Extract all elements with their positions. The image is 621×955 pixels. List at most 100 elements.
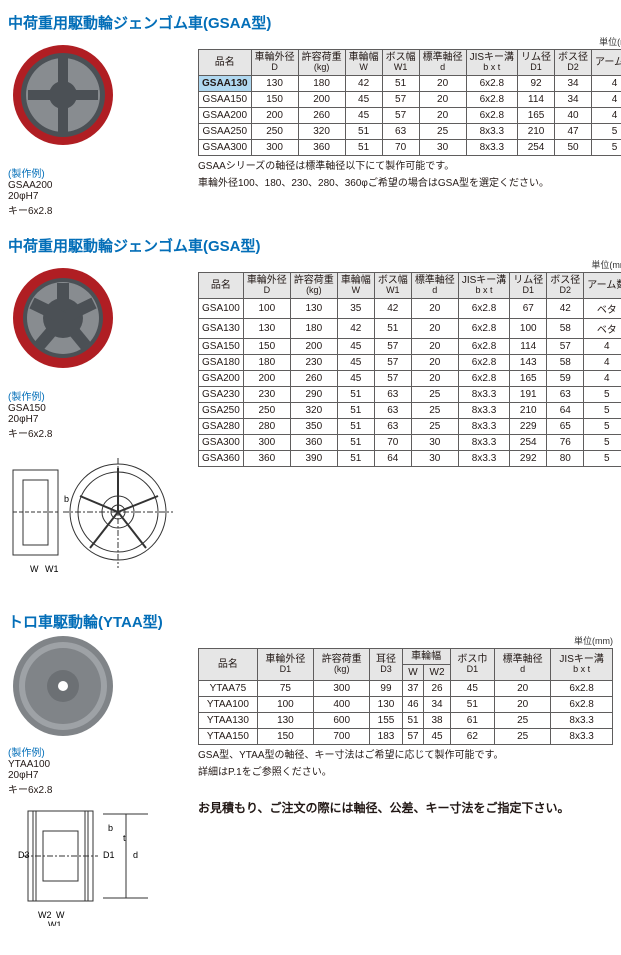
table-cell: 51: [337, 386, 374, 402]
svg-text:b: b: [64, 494, 69, 504]
table-cell: 290: [290, 386, 337, 402]
table-header: 標準軸径d: [411, 273, 458, 299]
table-cell: 58: [547, 354, 584, 370]
table-cell: 350: [290, 418, 337, 434]
table-cell: 320: [298, 123, 345, 139]
table-cell: 100: [510, 318, 547, 338]
spec-table-gsa: 品名車輪外径D許容荷重(kg)車輪幅Wボス幅W1標準軸径dJISキー溝b x t…: [198, 272, 621, 467]
table-row: GSA1501502004557206x2.8114574: [199, 338, 621, 354]
example-bore-gsa: 20φH7: [8, 414, 38, 425]
table-cell: 280: [243, 418, 290, 434]
table-cell: 45: [337, 338, 374, 354]
table-cell: 67: [510, 298, 547, 318]
table-cell: 76: [547, 434, 584, 450]
table-row: GSA1801802304557206x2.8143584: [199, 354, 621, 370]
table-cell: 130: [257, 713, 313, 729]
table-header: 標準軸径d: [419, 50, 466, 76]
table-cell: 200: [290, 338, 337, 354]
table-cell: 25: [411, 402, 458, 418]
table-cell: 38: [424, 713, 450, 729]
table-header: 品名: [199, 273, 244, 299]
table-cell: 26: [424, 681, 450, 697]
table-cell: 30: [419, 139, 466, 155]
table-cell: 200: [251, 107, 298, 123]
table-cell: GSA100: [199, 298, 244, 318]
note-gsaa-2: 車輪外径100、180、230、280、360φご希望の場合はGSA型を選定くだ…: [198, 177, 621, 190]
example-name-gsaa: GSAA200: [8, 180, 52, 191]
table-row: GSA2802803505163258x3.3229655: [199, 418, 621, 434]
table-cell: 51: [337, 450, 374, 466]
table-cell: 20: [411, 318, 458, 338]
table-header: ボス幅W1: [382, 50, 419, 76]
table-row: YTAA150150700183574562258x3.3: [199, 729, 613, 745]
table-header: 耳径D3: [370, 649, 402, 681]
table-cell: 4: [592, 75, 621, 91]
table-cell: 300: [314, 681, 370, 697]
table-cell: 210: [518, 123, 555, 139]
table-cell: 64: [547, 402, 584, 418]
table-cell: 6x2.8: [466, 91, 517, 107]
table-cell: 180: [243, 354, 290, 370]
table-cell: 229: [510, 418, 547, 434]
section-title-gsa: 中荷重用駆動輪ジェンゴム車(GSA型): [8, 235, 613, 256]
table-cell: 4: [584, 370, 621, 386]
table-header: 許容荷重(kg): [314, 649, 370, 681]
table-row: GSAA3003003605170308x3.3254505: [199, 139, 621, 155]
svg-text:d: d: [133, 850, 138, 860]
table-cell: 45: [450, 681, 494, 697]
table-header: 車輪外径D: [251, 50, 298, 76]
table-cell: 42: [337, 318, 374, 338]
table-cell: 8x3.3: [466, 123, 517, 139]
table-cell: 700: [314, 729, 370, 745]
table-header: W: [402, 665, 424, 681]
table-cell: 75: [257, 681, 313, 697]
table-cell: 150: [243, 338, 290, 354]
table-header: リム径D1: [510, 273, 547, 299]
table-cell: 5: [584, 434, 621, 450]
table-cell: 6x2.8: [458, 354, 509, 370]
table-cell: 42: [345, 75, 382, 91]
section-title-gsaa: 中荷重用駆動輪ジェンゴム車(GSAA型): [8, 12, 613, 33]
table-cell: 25: [411, 418, 458, 434]
table-cell: GSA300: [199, 434, 244, 450]
table-cell: 57: [382, 91, 419, 107]
table-cell: 100: [243, 298, 290, 318]
table-cell: 5: [584, 450, 621, 466]
table-cell: 59: [547, 370, 584, 386]
table-cell: 45: [337, 370, 374, 386]
table-cell: 6x2.8: [466, 75, 517, 91]
section-title-ytaa: トロ車駆動輪(YTAA型): [8, 611, 613, 632]
table-cell: 20: [411, 298, 458, 318]
table-cell: 51: [337, 418, 374, 434]
table-cell: 180: [298, 75, 345, 91]
table-cell: 4: [592, 107, 621, 123]
table-cell: 25: [495, 713, 551, 729]
table-cell: 600: [314, 713, 370, 729]
table-header: アーム数: [592, 50, 621, 76]
table-header: ボス径D2: [547, 273, 584, 299]
table-cell: 20: [411, 338, 458, 354]
table-header: 車輪幅W: [345, 50, 382, 76]
table-cell: 20: [495, 697, 551, 713]
table-cell: 37: [402, 681, 424, 697]
table-cell: 45: [345, 91, 382, 107]
table-cell: 8x3.3: [458, 418, 509, 434]
example-bore-gsaa: 20φH7: [8, 191, 38, 202]
table-cell: GSAA200: [199, 107, 252, 123]
table-cell: 99: [370, 681, 402, 697]
table-cell: 390: [290, 450, 337, 466]
caption-gsa: (製作例): [8, 392, 45, 403]
unit-label: 単位(mm): [198, 35, 621, 48]
table-cell: GSAA130: [199, 75, 252, 91]
table-cell: GSA150: [199, 338, 244, 354]
table-header: 許容荷重(kg): [290, 273, 337, 299]
table-cell: YTAA150: [199, 729, 258, 745]
table-cell: 70: [382, 139, 419, 155]
table-header: 車輪外径D1: [257, 649, 313, 681]
table-header: 標準軸径d: [495, 649, 551, 681]
example-bore-ytaa: 20φH7: [8, 770, 38, 781]
note-ytaa-1: GSA型、YTAA型の軸径、キー寸法はご希望に応じて製作可能です。: [198, 749, 613, 762]
table-row: YTAA757530099372645206x2.8: [199, 681, 613, 697]
table-cell: 20: [495, 681, 551, 697]
table-cell: 4: [584, 338, 621, 354]
